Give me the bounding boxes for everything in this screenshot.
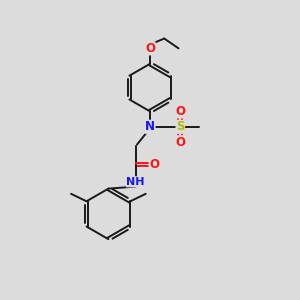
Text: O: O <box>175 136 185 149</box>
Text: NH: NH <box>127 177 145 187</box>
Text: S: S <box>176 120 184 133</box>
Text: N: N <box>145 120 155 133</box>
Text: O: O <box>149 158 159 171</box>
Text: O: O <box>145 42 155 55</box>
Text: O: O <box>175 105 185 118</box>
